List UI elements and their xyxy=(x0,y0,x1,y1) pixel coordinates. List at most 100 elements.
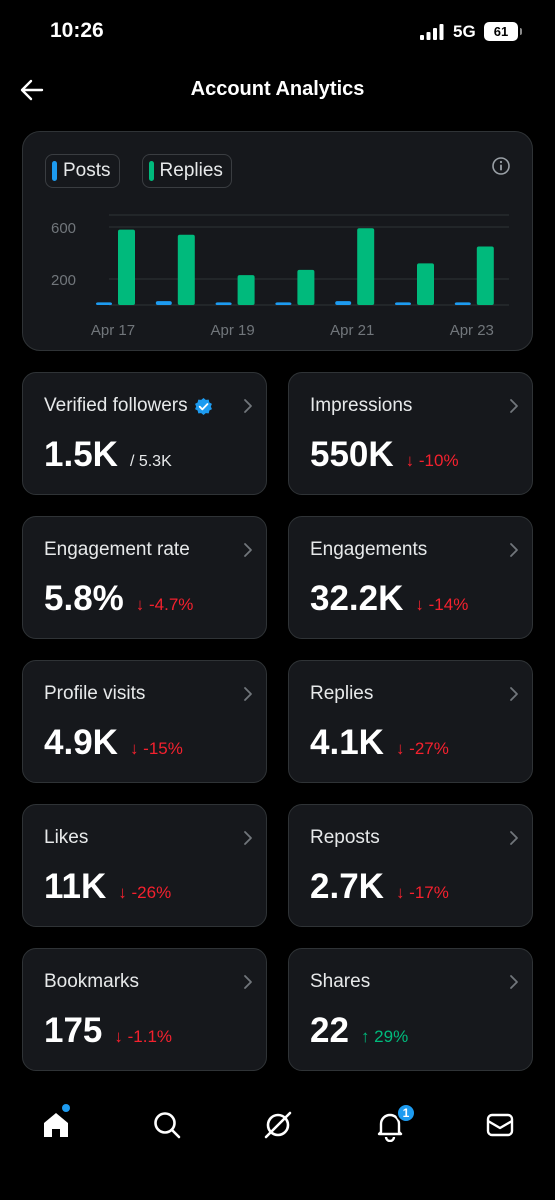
metric-value: 175 xyxy=(44,1011,103,1050)
messages-icon[interactable] xyxy=(483,1108,517,1142)
chevron-right-icon xyxy=(244,975,252,989)
metric-label-text: Profile visits xyxy=(44,683,146,704)
metric-value: 1.5K xyxy=(44,435,118,474)
legend-replies[interactable]: Replies xyxy=(141,154,232,188)
metric-delta: ↓ -4.7% xyxy=(135,595,194,614)
metric-value-row: 4.1K ↓ -27% xyxy=(310,723,449,763)
bar-chart: 200 600 Apr 17 Apr 19 Apr 21 Apr 23 xyxy=(51,214,509,339)
metric-label-text: Verified followers xyxy=(44,395,188,416)
metric-label-text: Likes xyxy=(44,827,89,848)
metric-value-row: 11K ↓ -26% xyxy=(44,867,171,907)
legend-replies-label: Replies xyxy=(159,160,223,181)
metric-delta: ↓ -10% xyxy=(405,451,459,470)
bar-replies xyxy=(237,275,255,305)
chart-legend: Posts Replies xyxy=(45,154,232,188)
bar-posts xyxy=(395,302,411,305)
metric-label: Likes xyxy=(44,827,88,849)
bar-posts xyxy=(335,301,352,305)
metric-value-row: 2.7K ↓ -17% xyxy=(310,867,449,907)
metric-card-engagement-rate[interactable]: Engagement rate 5.8% ↓ -4.7% xyxy=(22,516,267,639)
metric-card-bookmarks[interactable]: Bookmarks 175 ↓ -1.1% xyxy=(22,948,267,1071)
metric-value: 2.7K xyxy=(310,867,384,906)
network-type: 5G xyxy=(453,22,476,41)
metric-card-replies[interactable]: Replies 4.1K ↓ -27% xyxy=(288,660,533,783)
legend-replies-swatch xyxy=(148,161,154,181)
x-tick-label: Apr 19 xyxy=(210,322,254,339)
metric-label-text: Engagement rate xyxy=(44,539,190,560)
metric-card-engagements[interactable]: Engagements 32.2K ↓ -14% xyxy=(288,516,533,639)
bar-replies xyxy=(177,234,195,305)
bar-posts xyxy=(275,302,292,305)
page-title: Account Analytics xyxy=(190,78,365,100)
x-tick-label: Apr 21 xyxy=(330,322,374,339)
metric-total: / 5.3K xyxy=(129,453,172,470)
metric-value: 550K xyxy=(310,435,394,474)
metric-value: 32.2K xyxy=(310,579,404,618)
legend-posts[interactable]: Posts xyxy=(45,154,120,188)
metric-value-row: 550K ↓ -10% xyxy=(310,435,459,475)
notification-badge: 1 xyxy=(396,1103,416,1123)
metric-label-text: Bookmarks xyxy=(44,971,140,992)
metric-label: Replies xyxy=(310,683,373,705)
status-bar: 10:26 5G 61 xyxy=(0,0,555,60)
metric-label: Engagement rate xyxy=(44,539,190,561)
metric-card-impressions[interactable]: Impressions 550K ↓ -10% xyxy=(288,372,533,495)
metric-value: 4.9K xyxy=(44,723,118,762)
bar-replies xyxy=(297,269,315,305)
metric-delta: ↓ -26% xyxy=(118,883,172,902)
metric-card-profile-visits[interactable]: Profile visits 4.9K ↓ -15% xyxy=(22,660,267,783)
bar-posts xyxy=(454,302,471,305)
metric-value-row: 1.5K / 5.3K xyxy=(44,435,172,475)
bar-replies xyxy=(417,263,434,305)
bottom-nav: 1 xyxy=(0,1090,555,1160)
legend-posts-swatch xyxy=(52,161,57,181)
signal-icon xyxy=(420,24,444,40)
verified-badge-icon xyxy=(194,397,212,415)
bar-posts xyxy=(155,301,172,305)
metric-label-text: Reposts xyxy=(310,827,380,848)
info-icon[interactable] xyxy=(491,156,511,176)
y-tick-label: 600 xyxy=(51,220,76,237)
metric-label: Engagements xyxy=(310,539,427,561)
metric-label: Shares xyxy=(310,971,370,993)
metric-label-text: Shares xyxy=(310,971,371,992)
search-icon[interactable] xyxy=(150,1108,184,1142)
metric-delta: ↑ 29% xyxy=(360,1027,409,1046)
notifications-icon[interactable] xyxy=(373,1108,407,1142)
metric-card-likes[interactable]: Likes 11K ↓ -26% xyxy=(22,804,267,927)
metric-value-row: 4.9K ↓ -15% xyxy=(44,723,183,763)
legend-posts-label: Posts xyxy=(63,160,111,181)
metric-card-shares[interactable]: Shares 22 ↑ 29% xyxy=(288,948,533,1071)
x-tick-label: Apr 23 xyxy=(450,322,494,339)
back-arrow-icon[interactable] xyxy=(18,76,46,104)
header: Account Analytics xyxy=(0,62,555,118)
metric-label: Bookmarks xyxy=(44,971,139,993)
x-tick-label: Apr 17 xyxy=(91,322,135,339)
chevron-right-icon xyxy=(244,831,252,845)
metric-label: Verified followers xyxy=(44,395,213,417)
home-unread-dot xyxy=(62,1104,70,1112)
metric-label-text: Engagements xyxy=(310,539,428,560)
metric-value: 11K xyxy=(44,867,107,906)
status-time: 10:26 xyxy=(50,19,104,42)
bar-replies xyxy=(476,246,494,305)
y-tick-label: 200 xyxy=(51,272,76,289)
home-icon[interactable] xyxy=(39,1108,73,1142)
metric-value-row: 5.8% ↓ -4.7% xyxy=(44,579,193,619)
bar-posts xyxy=(215,302,232,305)
metric-value-row: 22 ↑ 29% xyxy=(310,1011,408,1051)
metric-delta: ↓ -17% xyxy=(395,883,449,902)
chevron-right-icon xyxy=(244,687,252,701)
metric-card-verified-followers[interactable]: Verified followers 1.5K / 5.3K xyxy=(22,372,267,495)
metric-value: 22 xyxy=(310,1011,349,1050)
metric-label: Profile visits xyxy=(44,683,145,705)
metric-card-reposts[interactable]: Reposts 2.7K ↓ -17% xyxy=(288,804,533,927)
metric-label-text: Impressions xyxy=(310,395,413,416)
grok-icon[interactable] xyxy=(261,1108,295,1142)
metric-delta: ↓ -1.1% xyxy=(114,1027,173,1046)
chevron-right-icon xyxy=(510,831,518,845)
metric-label: Reposts xyxy=(310,827,380,849)
metric-label-text: Replies xyxy=(310,683,374,704)
battery-icon: 61 xyxy=(484,22,522,41)
metric-delta: ↓ -14% xyxy=(415,595,469,614)
